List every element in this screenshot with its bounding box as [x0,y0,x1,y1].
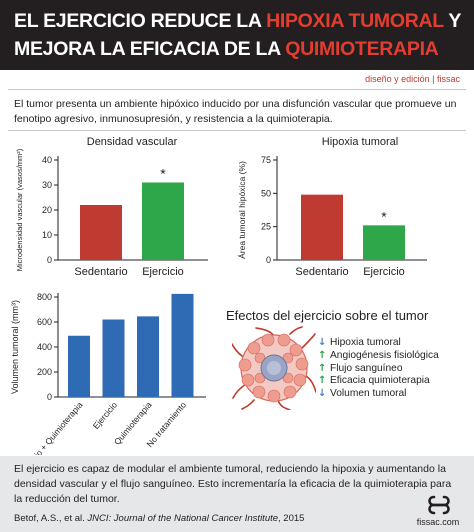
design-credit: diseño y edición | fissac [365,74,460,84]
y-tick-label: 400 [37,342,52,352]
citation: Betof, A.S., et al. JNCI: Journal of the… [14,513,304,524]
intro-text: El tumor presenta un ambiente hipóxico i… [14,98,457,125]
citation-authors: Betof, A.S., et al. [14,513,85,524]
title-text: Y [443,10,462,32]
x-tick-label: Ejercicio [363,266,405,278]
credit-brand: fissac [436,74,460,84]
y-tick-label: 40 [42,155,52,165]
effect-item: ↑ Flujo sanguíneo [318,363,439,376]
y-tick-label: 50 [261,188,271,198]
y-tick-label: 30 [42,180,52,190]
chart-title-hypoxia: Hipoxia tumoral [321,136,399,148]
bar [363,225,405,260]
y-tick-label: 0 [266,255,271,265]
bar [80,205,122,260]
effect-item: ↓ Hipoxia tumoral [318,337,439,350]
y-axis-label: Microdensidad vascular (vasos/mm²) [15,148,24,271]
bar [137,316,159,397]
effect-item: ↑ Angiogénesis fisiológica [318,350,439,363]
arrow-down-icon: ↓ [318,388,327,400]
chart-tumor-hypoxia: 0 25 50 75 Área tumoral hipóxica (%) Sedentar… [237,155,427,278]
bar [102,319,125,397]
effect-label: Angiogénesis fisiológica [330,349,439,361]
y-axis-label: Área tumoral hipóxica (%) [237,161,247,259]
y-tick-label: 10 [42,230,52,240]
summary-panel [0,456,474,532]
bar [142,182,184,260]
effects-list: ↓ Hipoxia tumoral ↑ Angiogénesis fisiológi… [318,337,439,401]
x-tick-label: Ejercicio + Quimioterapia [16,400,85,455]
y-tick-label: 200 [37,367,52,377]
effect-label: Flujo sanguíneo [330,362,403,374]
arrow-down-icon: ↓ [318,337,327,348]
chart-vascular-density: 0 10 20 30 40 Microdensidad vascular (vasos/m… [15,148,208,278]
bar [171,293,194,397]
divider [8,89,466,90]
header-banner: EL EJERCICIO REDUCE LA HIPOXIA TUMORAL Y… [0,0,474,70]
fissac-logo-icon [428,495,450,515]
arrow-up-icon: ↑ [318,375,327,387]
effect-label: Volumen tumoral [330,388,407,400]
bar [301,194,343,260]
y-tick-label: 75 [261,155,271,165]
arrow-up-icon: ↑ [318,349,327,361]
tumor-cells [238,333,309,403]
title-text: MEJORA LA EFICACIA DE LA [14,38,286,60]
credit-label: diseño y edición [365,74,430,84]
y-tick-label: 25 [261,222,271,232]
chart-title-vascular: Densidad vascular [86,136,178,148]
significance-asterisk: * [160,166,166,182]
bar [68,335,90,397]
citation-journal: JNCI: Journal of the National Cancer Ins… [87,513,279,524]
effects-title: Efectos del ejercicio sobre el tumor [226,308,429,323]
title-line-2: MEJORA LA EFICACIA DE LA QUIMIOTERAPIA [14,38,439,61]
arrow-up-icon: ↑ [318,362,327,374]
y-tick-label: 0 [47,392,52,402]
x-tick-label: Sedentario [295,266,348,278]
tumor-illustration [232,326,316,410]
title-highlight: HIPOXIA TUMORAL [266,10,444,32]
brand-name: fissac.com [416,517,460,527]
citation-year: , 2015 [278,513,305,524]
y-tick-label: 600 [37,317,52,327]
y-tick-label: 0 [47,255,52,265]
y-axis-label: Volumen tumoral (mm³) [10,300,20,394]
chart-tumor-volume: 0 200 400 600 800 Volumen tumoral (mm³) Ejerci… [10,292,206,455]
y-tick-label: 20 [42,205,52,215]
y-tick-label: 800 [37,292,52,302]
divider [8,130,466,131]
title-highlight: QUIMIOTERAPIA [285,38,439,60]
significance-asterisk: * [381,208,387,224]
title-line-1: EL EJERCICIO REDUCE LA HIPOXIA TUMORAL Y [14,10,461,33]
effect-item: ↑ Eficacia quimioterapia [318,375,439,388]
title-text: EL EJERCICIO REDUCE LA [14,10,267,32]
summary-text: El ejercicio es capaz de modular el ambi… [14,463,452,505]
credit-separator: | [432,74,435,84]
x-tick-label: Sedentario [74,266,127,278]
x-tick-label: Ejercicio [142,266,184,278]
effect-label: Hipoxia tumoral [330,337,401,348]
effect-item: ↓ Volumen tumoral [318,388,439,401]
x-tick-label: Ejercicio [91,400,119,431]
effect-label: Eficacia quimioterapia [330,375,430,387]
